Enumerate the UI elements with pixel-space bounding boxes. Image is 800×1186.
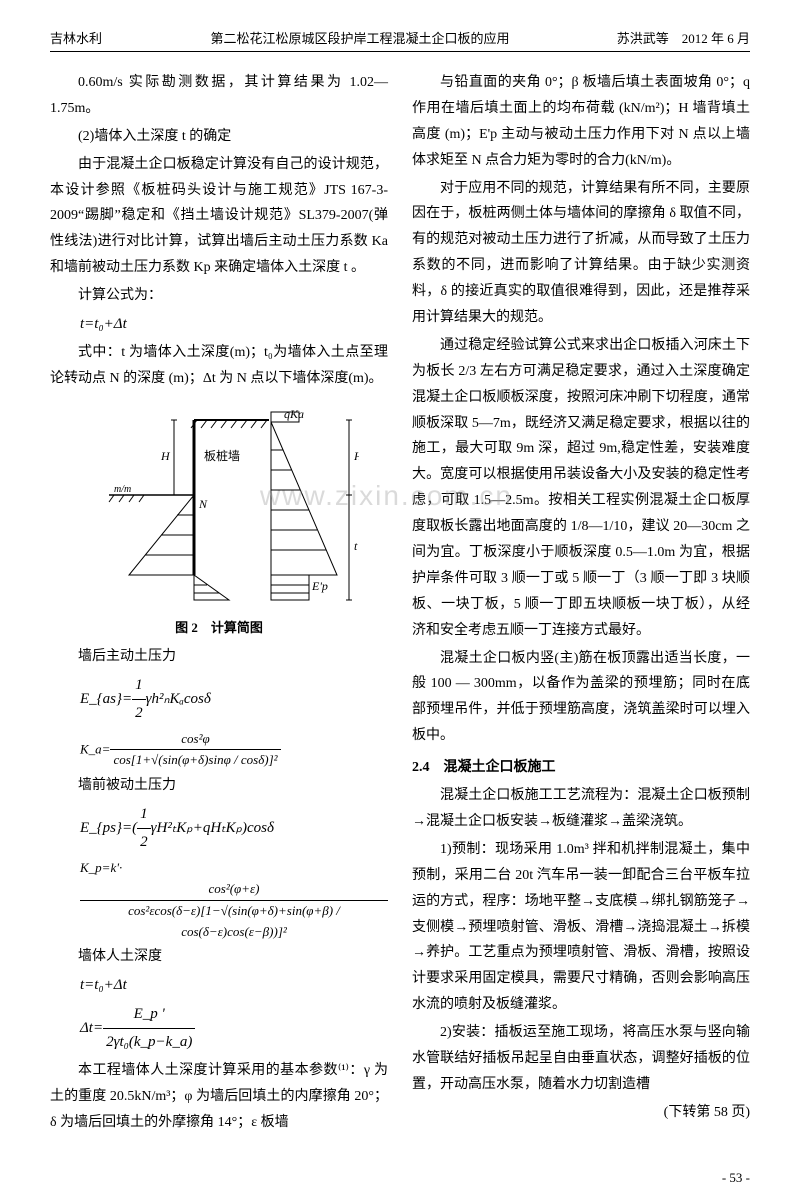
para: 2)安装：插板运至施工现场，将高压水泵与竖向输水管联结好插板吊起呈自由垂直状态，…	[412, 1020, 750, 1098]
para: 0.60m/s 实际勘测数据，其计算结果为 1.02—1.75m。	[50, 70, 388, 122]
label-qka: qKa	[284, 407, 304, 421]
para: 对于应用不同的规范，计算结果有所不同，主要原因在于，板桩两侧土体与墙体间的摩擦角…	[412, 176, 750, 331]
page-header: 吉林水利 第二松花江松原城区段护岸工程混凝土企口板的应用 苏洪武等 2012 年…	[50, 28, 750, 52]
para: 本工程墙体人土深度计算采用的基本参数⁽¹⁾：γ 为土的重度 20.5kN/m³；…	[50, 1058, 388, 1136]
page-number: - 53 -	[0, 1170, 800, 1186]
diagram-svg: qKa 板桩墙 m/m	[79, 400, 359, 610]
para: 由于混凝土企口板稳定计算没有自己的设计规范，本设计参照《板桩码头设计与施工规范》…	[50, 152, 388, 281]
formula-ka: K_a=cos²φcos[1+√(sin(φ+δ)sinφ / cosδ)]²	[80, 729, 388, 772]
para: 混凝土企口板内竖(主)筋在板顶露出适当长度，一般 100 — 300mm，以备作…	[412, 646, 750, 750]
left-column: 0.60m/s 实际勘测数据，其计算结果为 1.02—1.75m。 (2)墙体入…	[50, 70, 388, 1138]
formula: t=t₀+Δt	[80, 972, 388, 999]
para: 墙后主动土压力	[50, 644, 388, 670]
journal-name: 吉林水利	[50, 28, 140, 47]
label-ep: E'p	[311, 579, 328, 593]
label-t: t	[354, 539, 358, 553]
para: 墙前被动土压力	[50, 773, 388, 799]
formula-eas: E_{as}=12γh²ₙKₐcosδ	[80, 672, 388, 727]
para: 混凝土企口板施工工艺流程为：混凝土企口板预制→混凝土企口板安装→板缝灌浆→盖梁浇…	[412, 783, 750, 835]
continue-note: (下转第 58 页)	[412, 1100, 750, 1126]
figure-caption: 图 2 计算简图	[50, 617, 388, 636]
label-h-left: H	[160, 449, 171, 463]
label-h-right: H	[353, 449, 359, 463]
para: 1)预制：现场采用 1.0m³ 拌和机拌制混凝土，集中预制，采用二台 20t 汽…	[412, 837, 750, 1018]
formula-kp: K_p=k'·cos²(φ+ε)cos²εcos(δ−ε)[1−√(sin(φ+…	[80, 858, 388, 942]
label-scale: m/m	[114, 484, 131, 495]
figure-2: qKa 板桩墙 m/m	[50, 400, 388, 636]
article-title: 第二松花江松原城区段护岸工程混凝土企口板的应用	[140, 28, 580, 47]
subsection-title: (2)墙体入土深度 t 的确定	[50, 124, 388, 150]
para: 与铅直面的夹角 0°；β 板墙后填土表面坡角 0°；q 作用在墙后填土面上的均布…	[412, 70, 750, 174]
section-heading: 2.4 混凝土企口板施工	[412, 755, 750, 781]
right-column: 与铅直面的夹角 0°；β 板墙后填土表面坡角 0°；q 作用在墙后填土面上的均布…	[412, 70, 750, 1138]
para: 式中：t 为墙体入土深度(m)；t₀为墙体入土点至理论转动点 N 的深度 (m)…	[50, 340, 388, 392]
label-wall: 板桩墙	[204, 448, 240, 463]
formula-eps: E_{ps}=(12γH²ₜKₚ+qHₜKₚ)cosδ	[80, 801, 388, 856]
para: 计算公式为：	[50, 283, 388, 309]
label-n: N	[198, 497, 208, 511]
para: 通过稳定经验试算公式来求出企口板插入河床土下为板长 2/3 左右方可满足稳定要求…	[412, 333, 750, 644]
formula: t=t₀+Δt	[80, 311, 388, 338]
two-column-layout: 0.60m/s 实际勘测数据，其计算结果为 1.02—1.75m。 (2)墙体入…	[50, 70, 750, 1138]
para: 墙体人土深度	[50, 944, 388, 970]
author-date: 苏洪武等 2012 年 6 月	[580, 28, 750, 47]
